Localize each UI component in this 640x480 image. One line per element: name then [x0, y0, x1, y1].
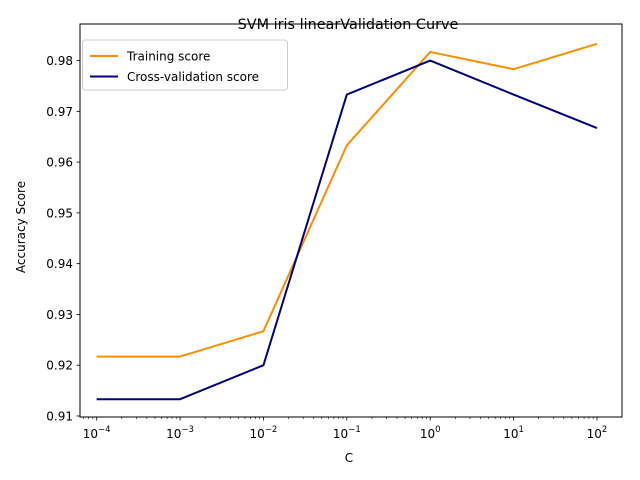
x-tick-base: 10 — [333, 427, 348, 441]
x-tick-label: 101 — [503, 425, 524, 441]
x-tick-label: 102 — [587, 425, 608, 441]
y-tick-label: 0.91 — [46, 409, 73, 423]
x-tick-label: 10−2 — [250, 425, 278, 441]
legend: Training score Cross-validation score — [82, 39, 288, 91]
x-tick-label: 100 — [420, 425, 441, 441]
y-tick-label: 0.92 — [46, 359, 73, 373]
series-line-1 — [96, 59, 598, 401]
y-axis-ticks: 0.91 0.92 0.93 0.94 0.95 0.96 0.97 0.98 — [46, 54, 80, 423]
y-tick-label: 0.94 — [46, 257, 73, 271]
x-tick-label: 10−3 — [166, 425, 194, 441]
legend-label-0: Training score — [126, 50, 210, 64]
x-tick-exponent: −2 — [265, 425, 278, 435]
x-tick-base: 10 — [166, 427, 181, 441]
x-tick-base: 10 — [250, 427, 265, 441]
x-tick-exponent: 1 — [519, 425, 524, 435]
x-tick-label: 10−1 — [333, 425, 361, 441]
plot-frame — [79, 23, 623, 418]
chart-title: SVM iris linearValidation Curve — [238, 17, 459, 33]
legend-box — [82, 39, 288, 91]
x-axis-ticks: 10−4 10−3 10−2 10−1 100 101 102 — [83, 417, 608, 441]
x-tick-base: 10 — [503, 427, 518, 441]
y-tick-label: 0.93 — [46, 308, 73, 322]
series-layer — [96, 42, 598, 401]
y-tick-label: 0.96 — [46, 156, 73, 170]
x-tick-base: 10 — [587, 427, 602, 441]
y-tick-label: 0.97 — [46, 105, 73, 119]
y-axis-label: Accuracy Score — [14, 181, 28, 273]
x-tick-exponent: 0 — [435, 425, 440, 435]
y-tick-label: 0.95 — [46, 206, 73, 220]
x-tick-exponent: −3 — [181, 425, 194, 435]
y-tick-label: 0.98 — [46, 54, 73, 68]
x-tick-exponent: −4 — [98, 425, 111, 435]
x-tick-exponent: −1 — [348, 425, 361, 435]
x-tick-label: 10−4 — [83, 425, 111, 441]
x-tick-exponent: 2 — [602, 425, 607, 435]
series-line-0 — [96, 42, 598, 358]
x-axis-label: C — [345, 451, 353, 465]
x-tick-base: 10 — [420, 427, 435, 441]
x-tick-base: 10 — [83, 427, 98, 441]
legend-label-1: Cross-validation score — [127, 70, 259, 84]
